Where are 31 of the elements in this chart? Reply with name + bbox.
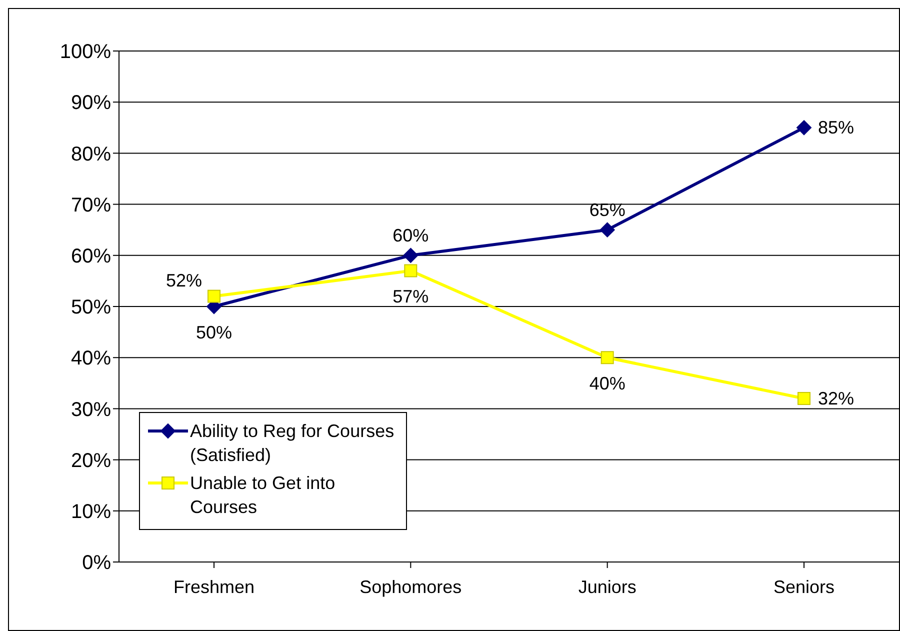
y-tick-label: 90%: [70, 92, 112, 114]
y-tick-label: 80%: [70, 143, 112, 166]
point: [208, 290, 220, 303]
y-tick-label: 20%: [70, 450, 112, 472]
point: [403, 248, 418, 263]
y-tick-label: 40%: [70, 348, 112, 370]
data-label: 52%: [166, 270, 202, 290]
point: [600, 351, 614, 364]
y-tick-label: 30%: [70, 398, 112, 421]
data-label: 40%: [589, 374, 626, 394]
legend-label: Ability to Reg for Courses (Satisfied): [190, 420, 396, 467]
point: [798, 392, 810, 405]
y-tick-label: 50%: [70, 296, 112, 319]
y-tick-label: 10%: [70, 501, 112, 523]
y-tick-label: 0%: [82, 552, 112, 574]
x-tick-label: Sophomores: [360, 576, 462, 597]
data-label: 60%: [392, 225, 429, 246]
point: [796, 120, 812, 136]
y-tick-label: 60%: [70, 246, 112, 268]
data-label: 57%: [392, 286, 429, 307]
point: [404, 264, 418, 278]
x-tick-label: Seniors: [773, 576, 835, 597]
x-tick-label: Freshmen: [173, 576, 255, 597]
y-tick-label: 100%: [60, 41, 112, 64]
legend-label: Unable to Get into Courses: [190, 472, 336, 519]
data-label: 32%: [818, 388, 854, 408]
point: [600, 222, 615, 238]
x-tick-label: Juniors: [578, 576, 636, 597]
data-label: 50%: [196, 322, 232, 342]
y-tick-label: 70%: [70, 194, 112, 216]
data-label: 85%: [818, 118, 854, 138]
